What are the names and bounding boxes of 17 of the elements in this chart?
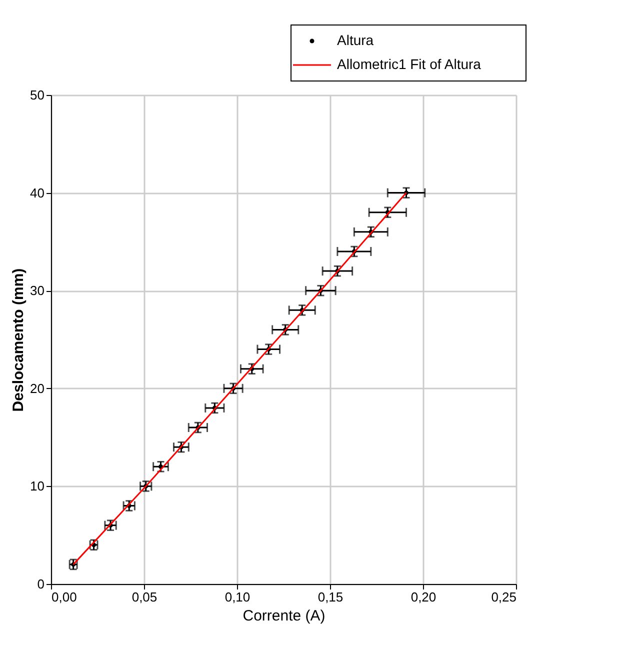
- y-tick-label: 20: [30, 380, 44, 396]
- y-tick-label: 50: [30, 88, 44, 102]
- y-tick-label: 40: [30, 185, 44, 200]
- x-tick-label: 0,15: [318, 590, 344, 604]
- x-tick-label: 0,20: [410, 590, 436, 604]
- x-tick-label: 0,10: [224, 590, 250, 604]
- x-tick-label: 0,05: [132, 590, 158, 604]
- y-axis-title: Deslocamento (mm): [10, 268, 28, 412]
- line-series: [72, 192, 408, 566]
- legend-label: Altura: [337, 32, 374, 48]
- x-tick-label: 0,25: [491, 590, 516, 604]
- y-tick-label: 0: [37, 576, 44, 592]
- y-tick-label: 10: [30, 478, 44, 494]
- legend-label: Allometric1 Fit of Altura: [337, 56, 482, 72]
- x-tick-label: 0,00: [52, 590, 77, 604]
- x-axis-title: Corrente (A): [242, 608, 326, 624]
- y-tick-label: 30: [30, 283, 44, 298]
